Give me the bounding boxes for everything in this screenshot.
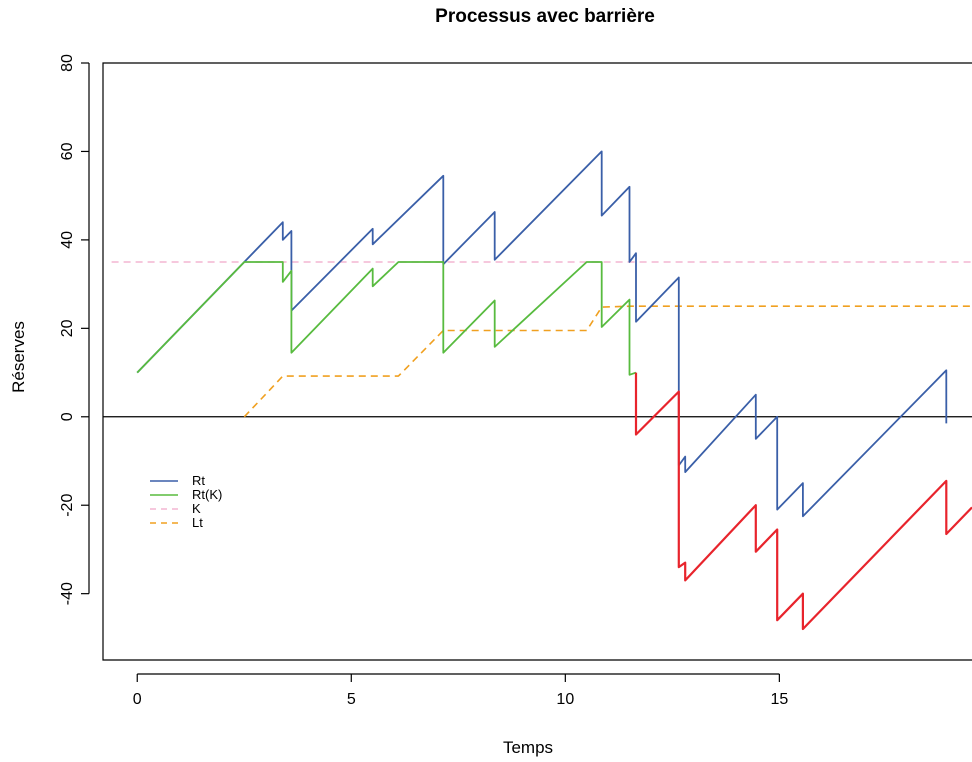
series-line-rtk <box>136 261 637 376</box>
y-tick-label: 60 <box>59 142 76 160</box>
y-tick-label: 0 <box>59 412 76 421</box>
legend-label: Lt <box>192 515 203 530</box>
y-tick-label: -20 <box>59 494 76 517</box>
chart-title: Processus avec barrière <box>435 6 655 27</box>
y-tick-label: 40 <box>59 231 76 249</box>
x-axis: 0 5 10 15 <box>133 673 788 708</box>
series-line-rt <box>136 150 948 518</box>
legend-label: K <box>192 501 201 516</box>
series-line-ruin <box>634 372 972 631</box>
y-axis-label: Réserves <box>9 321 28 393</box>
plot-frame <box>102 62 972 661</box>
legend-label: Rt(K) <box>192 487 222 502</box>
y-tick-label: -40 <box>59 582 76 605</box>
x-axis-label: Temps <box>503 738 553 757</box>
legend-label: Rt <box>192 473 205 488</box>
y-tick-label: 80 <box>59 54 76 72</box>
x-tick-label: 0 <box>133 691 142 708</box>
series-layer <box>111 150 972 631</box>
x-tick-label: 15 <box>770 691 788 708</box>
x-tick-label: 10 <box>556 691 574 708</box>
y-tick-label: 20 <box>59 319 76 337</box>
y-axis: -40 -20 0 20 40 60 80 <box>59 54 90 605</box>
x-tick-label: 5 <box>347 691 356 708</box>
series-line-lt <box>243 305 972 418</box>
plot-border <box>102 62 972 661</box>
